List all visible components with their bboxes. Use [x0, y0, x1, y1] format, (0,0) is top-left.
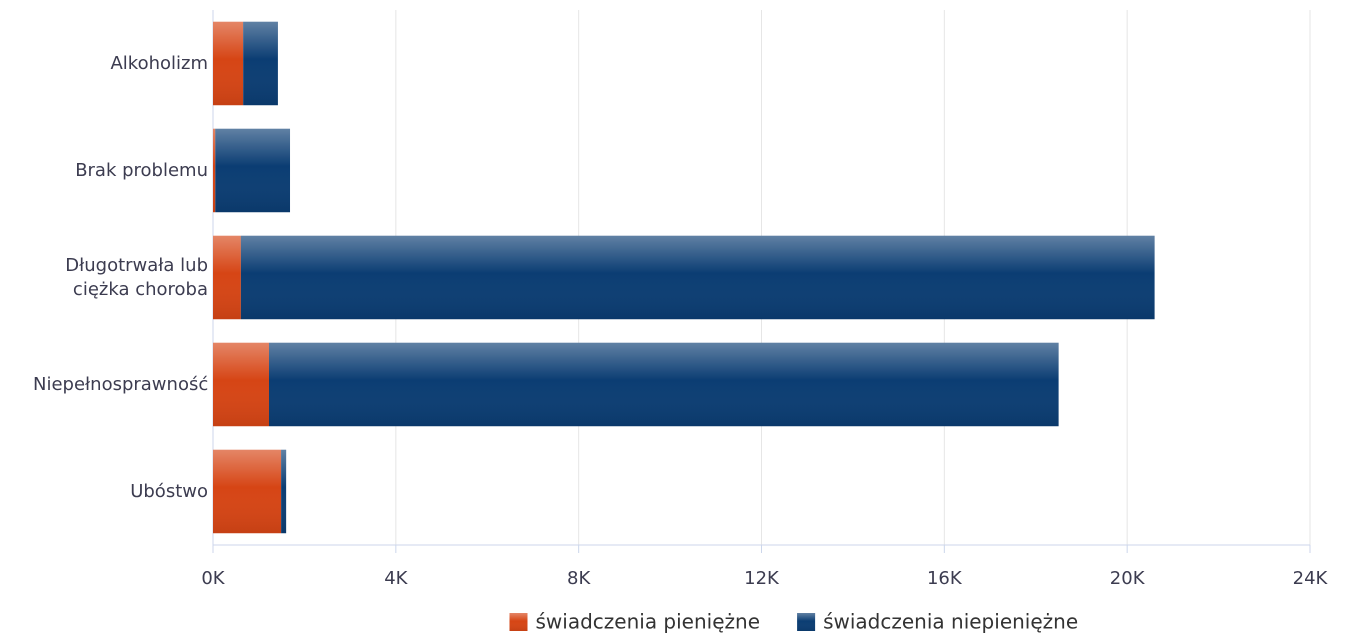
legend-swatch-shade [797, 613, 816, 631]
y-tick-label: Niepełnosprawność [33, 373, 209, 395]
y-tick-label: Ubóstwo [130, 480, 208, 502]
y-tick-label: Alkoholizm [110, 52, 208, 74]
bar-shade [213, 128, 216, 213]
x-tick-label: 4K [384, 568, 408, 589]
x-tick-label: 0K [201, 568, 225, 589]
bar-segment [213, 235, 241, 320]
x-tick-label: 12K [744, 568, 780, 589]
y-tick-label: Długotrwała lub ciężka choroba [65, 254, 208, 300]
bar-segment [215, 128, 291, 213]
bar-segment [213, 21, 244, 106]
bar-shade [215, 128, 291, 213]
bar-segment [213, 128, 216, 213]
bar-shade [240, 235, 1155, 320]
bar-shade [243, 21, 278, 106]
bar-segment [213, 449, 282, 534]
y-tick-label-box: Długotrwała lub ciężka choroba [0, 238, 208, 318]
bar-shade [213, 449, 282, 534]
legend-label: świadczenia pieniężne [536, 610, 761, 634]
bar-segment [213, 342, 269, 427]
bar-shade [281, 449, 287, 534]
bar-segment [281, 449, 287, 534]
bar-shade [268, 342, 1059, 427]
bar-shade [213, 342, 269, 427]
x-tick-label: 8K [567, 568, 591, 589]
bar-shade [213, 21, 244, 106]
legend-label: świadczenia niepieniężne [823, 610, 1078, 634]
x-tick-label: 24K [1293, 568, 1329, 589]
x-tick-label: 16K [927, 568, 963, 589]
y-tick-label-box: Niepełnosprawność [0, 345, 208, 425]
y-tick-label-box: Alkoholizm [0, 24, 208, 104]
y-tick-label: Brak problemu [75, 159, 208, 181]
y-tick-label-box: Brak problemu [0, 131, 208, 211]
bar-shade [213, 235, 241, 320]
bar-segment [268, 342, 1059, 427]
x-tick-label: 20K [1110, 568, 1146, 589]
legend-swatch-shade [509, 613, 528, 631]
bar-segment [240, 235, 1155, 320]
bar-segment [243, 21, 278, 106]
y-tick-label-box: Ubóstwo [0, 452, 208, 532]
